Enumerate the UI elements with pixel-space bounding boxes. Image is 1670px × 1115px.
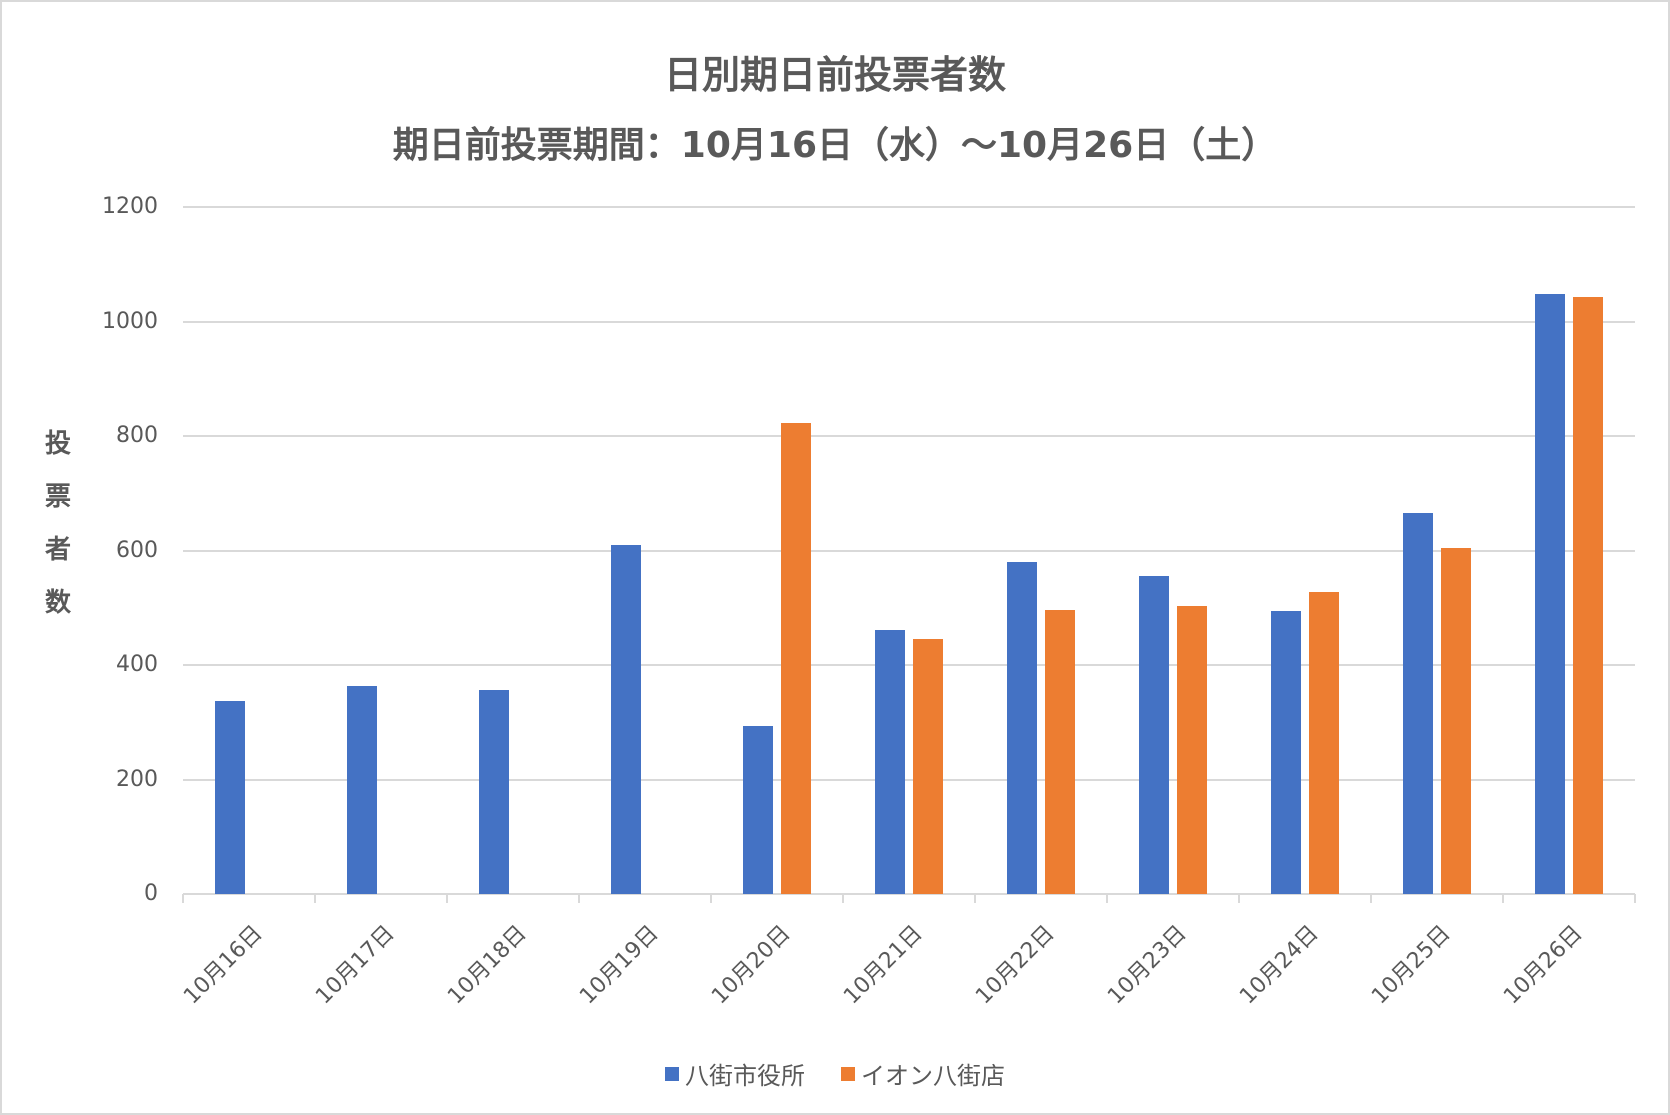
bar-aeon bbox=[1309, 592, 1339, 894]
bar-city-hall bbox=[479, 690, 509, 894]
y-tick-label: 800 bbox=[116, 423, 158, 448]
bar-city-hall bbox=[1403, 513, 1433, 894]
y-tick-label: 200 bbox=[116, 766, 158, 792]
bar-city-hall bbox=[611, 545, 641, 894]
y-tick-label: 0 bbox=[144, 881, 158, 906]
legend-item-city-hall: 八街市役所 bbox=[665, 1056, 805, 1091]
x-tick-mark bbox=[1238, 894, 1240, 903]
x-tick-mark bbox=[1502, 894, 1504, 903]
y-axis-title: 投 票 者 数 bbox=[40, 418, 76, 630]
bar-city-hall bbox=[1007, 561, 1037, 894]
bar-city-hall bbox=[1139, 576, 1169, 894]
legend-item-aeon: イオン八街店 bbox=[841, 1056, 1005, 1091]
x-tick-mark bbox=[1370, 894, 1372, 903]
y-axis-title-char: 者 bbox=[44, 535, 71, 565]
bar-city-hall bbox=[1271, 611, 1301, 894]
gridline bbox=[183, 435, 1635, 437]
gridline bbox=[183, 320, 1635, 323]
gridline bbox=[183, 778, 1635, 781]
chart-subtitle: 期日前投票期間：10月16日（水）～10月26日（土） bbox=[392, 125, 1278, 166]
y-tick-label: 1200 bbox=[102, 194, 158, 219]
x-tick-mark bbox=[314, 894, 316, 903]
bar-city-hall bbox=[215, 701, 245, 894]
y-axis-title-char: 票 bbox=[44, 482, 71, 512]
y-tick-label: 600 bbox=[116, 537, 158, 563]
legend-swatch-blue bbox=[665, 1066, 679, 1081]
gridline bbox=[183, 206, 1635, 208]
x-tick-mark bbox=[1634, 894, 1636, 903]
chart-title: 日別期日前投票者数 bbox=[663, 53, 1006, 97]
x-tick-mark bbox=[1106, 894, 1108, 903]
legend-label: イオン八街店 bbox=[861, 1062, 1005, 1090]
y-axis-title-char: 投 bbox=[44, 429, 71, 459]
legend-label: 八街市役所 bbox=[685, 1062, 805, 1090]
x-tick-mark bbox=[182, 894, 184, 903]
bar-aeon bbox=[781, 423, 811, 894]
legend: 八街市役所 イオン八街店 bbox=[0, 1056, 1670, 1091]
legend-swatch-orange bbox=[841, 1066, 855, 1081]
bar-aeon bbox=[1045, 610, 1075, 894]
bar-aeon bbox=[1441, 547, 1471, 894]
x-tick-mark bbox=[446, 894, 448, 903]
x-tick-mark bbox=[974, 894, 976, 903]
bar-aeon bbox=[913, 639, 943, 894]
x-tick-mark bbox=[578, 894, 580, 903]
bar-city-hall bbox=[1535, 294, 1565, 894]
bar-city-hall bbox=[347, 686, 377, 894]
x-tick-mark bbox=[710, 894, 712, 903]
gridline bbox=[183, 664, 1635, 666]
bar-aeon bbox=[1177, 606, 1207, 894]
gridline bbox=[183, 549, 1635, 552]
y-tick-label: 1000 bbox=[102, 308, 158, 334]
bar-city-hall bbox=[875, 629, 905, 894]
y-tick-label: 400 bbox=[116, 652, 158, 677]
x-tick-mark bbox=[842, 894, 844, 903]
y-axis-title-char: 数 bbox=[44, 588, 71, 618]
bar-city-hall bbox=[743, 725, 773, 894]
x-axis-line bbox=[183, 893, 1635, 895]
bar-aeon bbox=[1573, 297, 1603, 894]
